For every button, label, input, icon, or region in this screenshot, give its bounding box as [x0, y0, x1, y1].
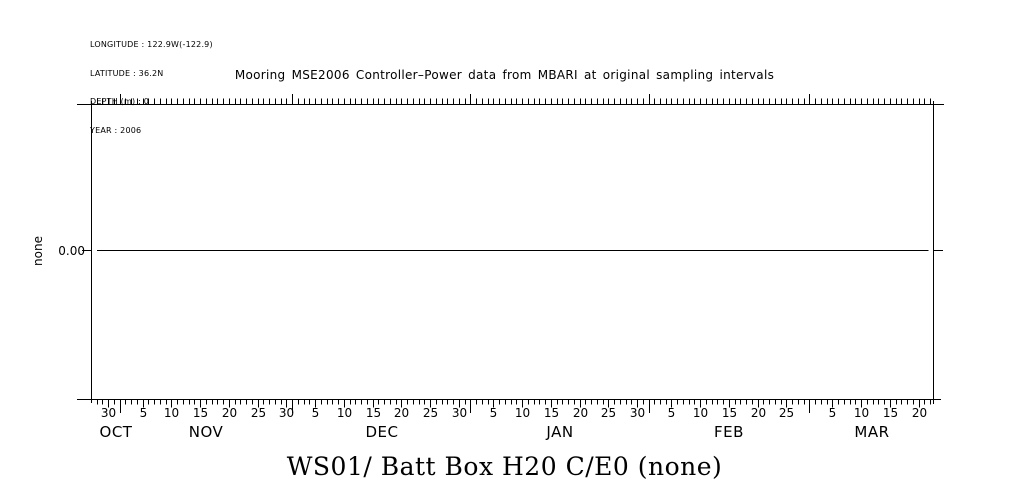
- x-day-tick-label: 25: [600, 406, 617, 420]
- metadata-line-latitude: LATITUDE : 36.2N: [90, 68, 164, 78]
- x-day-tick-label: 25: [422, 406, 439, 420]
- x-day-tick-label: 30: [100, 406, 117, 420]
- x-day-tick-label: 10: [853, 406, 870, 420]
- x-day-tick-label: 20: [911, 406, 928, 420]
- x-day-tick-label: 5: [311, 406, 320, 420]
- x-day-tick-label: 5: [489, 406, 498, 420]
- x-day-tick-label: 15: [882, 406, 899, 420]
- x-day-tick-label: 10: [692, 406, 709, 420]
- x-month-label: OCT: [99, 423, 133, 441]
- x-day-tick-label: 30: [629, 406, 646, 420]
- x-month-label: JAN: [546, 423, 574, 441]
- x-day-tick-label: 25: [778, 406, 795, 420]
- x-day-tick-label: 15: [365, 406, 382, 420]
- station-metadata: LONGITUDE : 122.9W(-122.9) LATITUDE : 36…: [90, 21, 213, 154]
- x-month-label: MAR: [854, 423, 890, 441]
- x-day-tick-label: 10: [514, 406, 531, 420]
- x-month-label: FEB: [714, 423, 744, 441]
- x-month-label: DEC: [365, 423, 399, 441]
- x-month-label: NOV: [188, 423, 224, 441]
- chart-title: Mooring MSE2006 Controller–Power data fr…: [234, 68, 775, 82]
- x-day-tick-label: 10: [336, 406, 353, 420]
- x-day-tick-label: 5: [667, 406, 676, 420]
- metadata-line-year: YEAR : 2006: [90, 125, 142, 135]
- x-day-tick-label: 5: [828, 406, 837, 420]
- x-day-tick-label: 10: [163, 406, 180, 420]
- metadata-line-depth: DEPTH (m) : 0: [90, 97, 149, 106]
- x-day-tick-label: 30: [278, 406, 295, 420]
- x-day-tick-label: 20: [572, 406, 589, 420]
- metadata-line-longitude: LONGITUDE : 122.9W(-122.9): [90, 40, 213, 49]
- x-day-tick-label: 5: [139, 406, 148, 420]
- y-tick-label: 0.00: [58, 244, 85, 258]
- x-day-tick-label: 20: [393, 406, 410, 420]
- x-day-tick-label: 20: [221, 406, 238, 420]
- y-axis-label: none: [31, 236, 45, 266]
- instrument-title: WS01/ Batt Box H20 C/E0 (none): [286, 452, 723, 481]
- x-day-tick-label: 15: [721, 406, 738, 420]
- x-day-tick-label: 30: [451, 406, 468, 420]
- x-day-tick-label: 15: [192, 406, 209, 420]
- x-day-tick-label: 15: [543, 406, 560, 420]
- x-day-tick-label: 25: [250, 406, 267, 420]
- x-day-tick-label: 20: [750, 406, 767, 420]
